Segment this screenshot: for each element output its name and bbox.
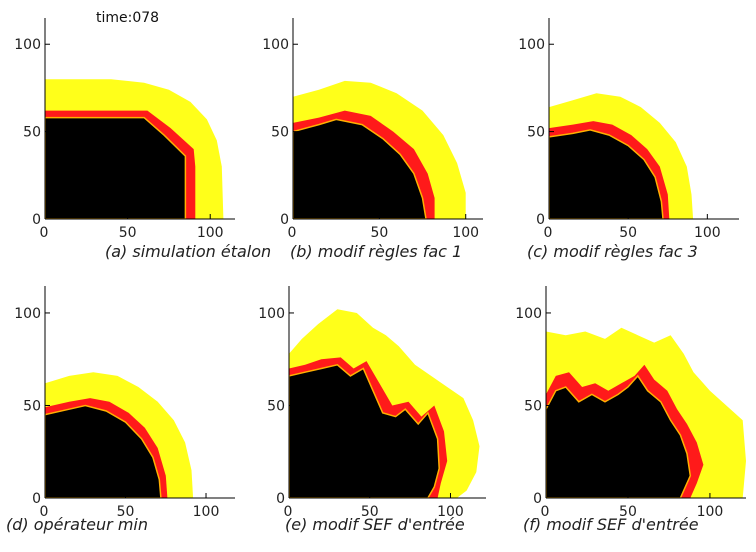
y-tick-label: 50 — [23, 398, 41, 414]
y-tick-label: 100 — [258, 306, 285, 322]
x-tick-label: 0 — [288, 225, 297, 241]
x-tick-label: 50 — [117, 504, 135, 520]
x-tick-label: 100 — [197, 225, 224, 241]
x-tick-label: 100 — [697, 504, 724, 520]
y-tick-label: 50 — [527, 125, 545, 141]
x-tick-label: 100 — [452, 225, 479, 241]
burnt-region — [45, 404, 162, 498]
y-tick-label: 50 — [267, 398, 285, 414]
panel-caption: (d) opérateur min — [6, 515, 148, 534]
y-tick-label: 50 — [271, 125, 289, 141]
y-tick-label: 100 — [14, 37, 41, 53]
x-tick-label: 0 — [40, 225, 49, 241]
plot-area — [289, 309, 480, 498]
y-tick-label: 50 — [524, 398, 542, 414]
x-tick-label: 0 — [40, 504, 49, 520]
panel-caption: (e) modif SEF d'entrée — [285, 515, 465, 534]
y-tick-label: 50 — [23, 125, 41, 141]
y-tick-label: 0 — [536, 212, 545, 228]
x-tick-label: 50 — [119, 225, 137, 241]
x-tick-label: 50 — [370, 225, 388, 241]
y-tick-label: 0 — [32, 212, 41, 228]
panel-caption: (c) modif règles fac 3 — [527, 242, 698, 261]
panel-caption: (b) modif règles fac 1 — [290, 242, 462, 261]
panel-caption: (a) simulation étalon — [105, 242, 271, 261]
time-label: time:078 — [96, 10, 159, 26]
y-tick-label: 0 — [32, 491, 41, 507]
plot-area — [45, 372, 194, 498]
x-tick-label: 0 — [544, 225, 553, 241]
y-tick-label: 100 — [515, 306, 542, 322]
plot-area — [293, 80, 466, 219]
y-tick-label: 0 — [280, 212, 289, 228]
x-tick-label: 100 — [694, 225, 721, 241]
x-tick-label: 100 — [193, 504, 220, 520]
x-tick-label: 50 — [619, 504, 637, 520]
y-tick-label: 0 — [276, 491, 285, 507]
plot-area — [549, 93, 694, 219]
x-tick-label: 50 — [361, 504, 379, 520]
y-tick-label: 0 — [533, 491, 542, 507]
plot-area — [546, 327, 746, 498]
burnt-region — [293, 118, 427, 219]
y-tick-label: 100 — [518, 37, 545, 53]
burnt-region — [45, 116, 187, 219]
burnt-region — [549, 129, 664, 219]
y-tick-label: 100 — [262, 37, 289, 53]
plot-area — [45, 79, 224, 219]
burnt-region — [289, 363, 440, 498]
x-tick-label: 100 — [437, 504, 464, 520]
chart-panel-4: 0 50 100 0 50 100 (d) opérateur min — [6, 286, 235, 534]
panel-caption: (f) modif SEF d'entrée — [523, 515, 699, 534]
burnt-region — [546, 374, 692, 498]
y-tick-label: 100 — [14, 306, 41, 322]
x-tick-label: 0 — [284, 504, 293, 520]
x-tick-label: 50 — [619, 225, 637, 241]
x-tick-label: 0 — [541, 504, 550, 520]
